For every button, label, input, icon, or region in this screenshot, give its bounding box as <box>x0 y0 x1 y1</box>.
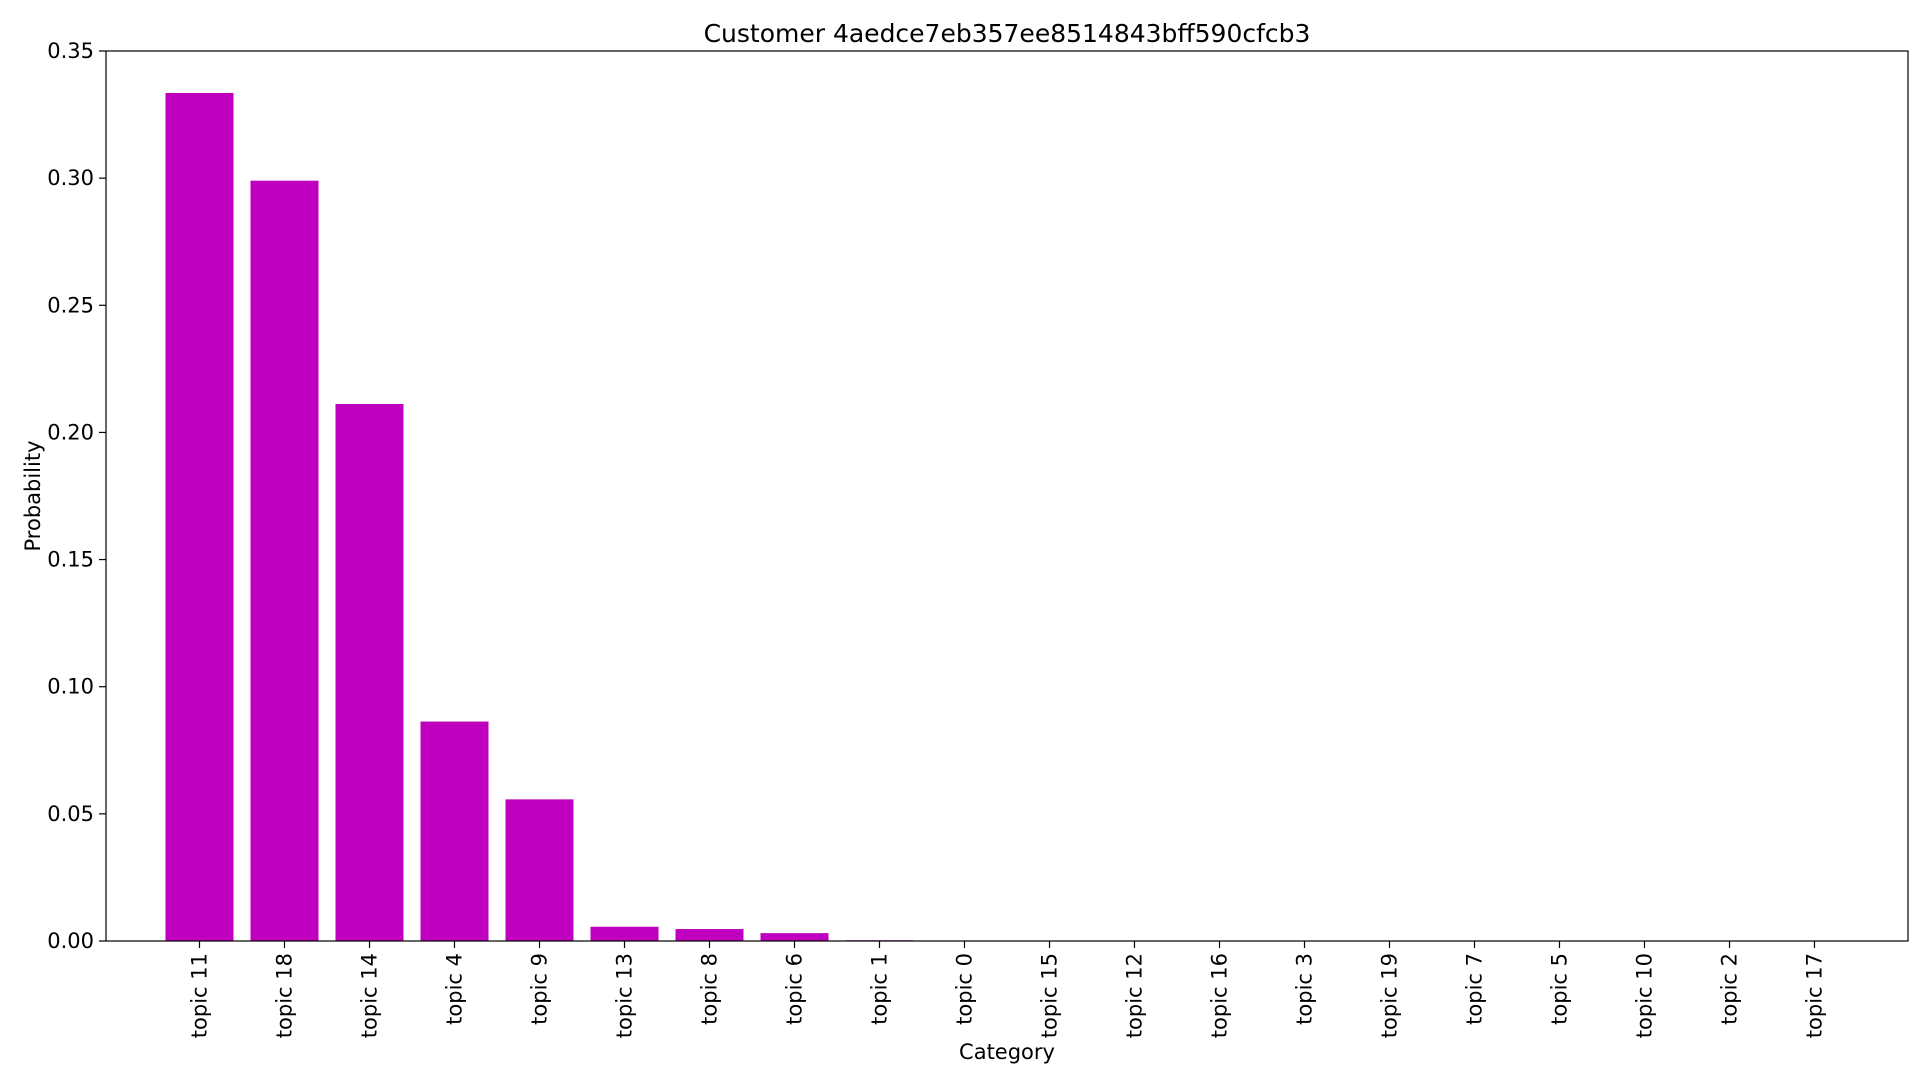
y-axis: 0.00 0.05 0.10 0.15 0.20 0.25 0.30 0.35 <box>47 39 106 953</box>
x-tick-label: topic 0 <box>953 953 977 1025</box>
x-axis: topic 11 topic 18 topic 14 topic 4 topic 9 to… <box>188 941 1827 1038</box>
x-tick-label: topic 16 <box>1208 953 1232 1038</box>
y-axis-label: Probability <box>21 440 45 551</box>
x-tick-label: topic 6 <box>783 953 807 1025</box>
bars-layer <box>166 93 1849 941</box>
y-tick-label: 0.15 <box>47 548 94 572</box>
bar <box>676 929 744 941</box>
x-tick-label: topic 5 <box>1548 953 1572 1025</box>
bar <box>506 799 574 941</box>
y-tick-label: 0.00 <box>47 929 94 953</box>
x-tick-label: topic 13 <box>613 953 637 1038</box>
x-tick-label: topic 7 <box>1463 953 1487 1025</box>
x-axis-label: Category <box>959 1040 1055 1064</box>
bar <box>761 933 829 941</box>
x-tick-label: topic 19 <box>1378 953 1402 1038</box>
bar <box>166 93 234 941</box>
x-tick-label: topic 10 <box>1633 953 1657 1038</box>
x-tick-label: topic 18 <box>273 953 297 1038</box>
bar <box>591 927 659 941</box>
x-tick-label: topic 15 <box>1038 953 1062 1038</box>
x-tick-label: topic 4 <box>443 953 467 1025</box>
x-tick-label: topic 3 <box>1293 953 1317 1025</box>
y-tick-label: 0.20 <box>47 420 94 444</box>
y-tick-label: 0.05 <box>47 802 94 826</box>
y-tick-label: 0.25 <box>47 293 94 317</box>
x-tick-label: topic 2 <box>1718 953 1742 1025</box>
x-tick-label: topic 14 <box>358 953 382 1038</box>
bar <box>336 404 404 941</box>
y-tick-label: 0.10 <box>47 675 94 699</box>
x-tick-label: topic 9 <box>528 953 552 1025</box>
x-tick-label: topic 8 <box>698 953 722 1025</box>
y-tick-label: 0.30 <box>47 166 94 190</box>
x-tick-label: topic 1 <box>868 953 892 1025</box>
chart-title: Customer 4aedce7eb357ee8514843bff590cfcb… <box>704 19 1311 48</box>
y-tick-label: 0.35 <box>47 39 94 63</box>
x-tick-label: topic 11 <box>188 953 212 1038</box>
x-tick-label: topic 12 <box>1123 953 1147 1038</box>
bar <box>251 181 319 941</box>
bar <box>421 722 489 941</box>
x-tick-label: topic 17 <box>1803 953 1827 1038</box>
